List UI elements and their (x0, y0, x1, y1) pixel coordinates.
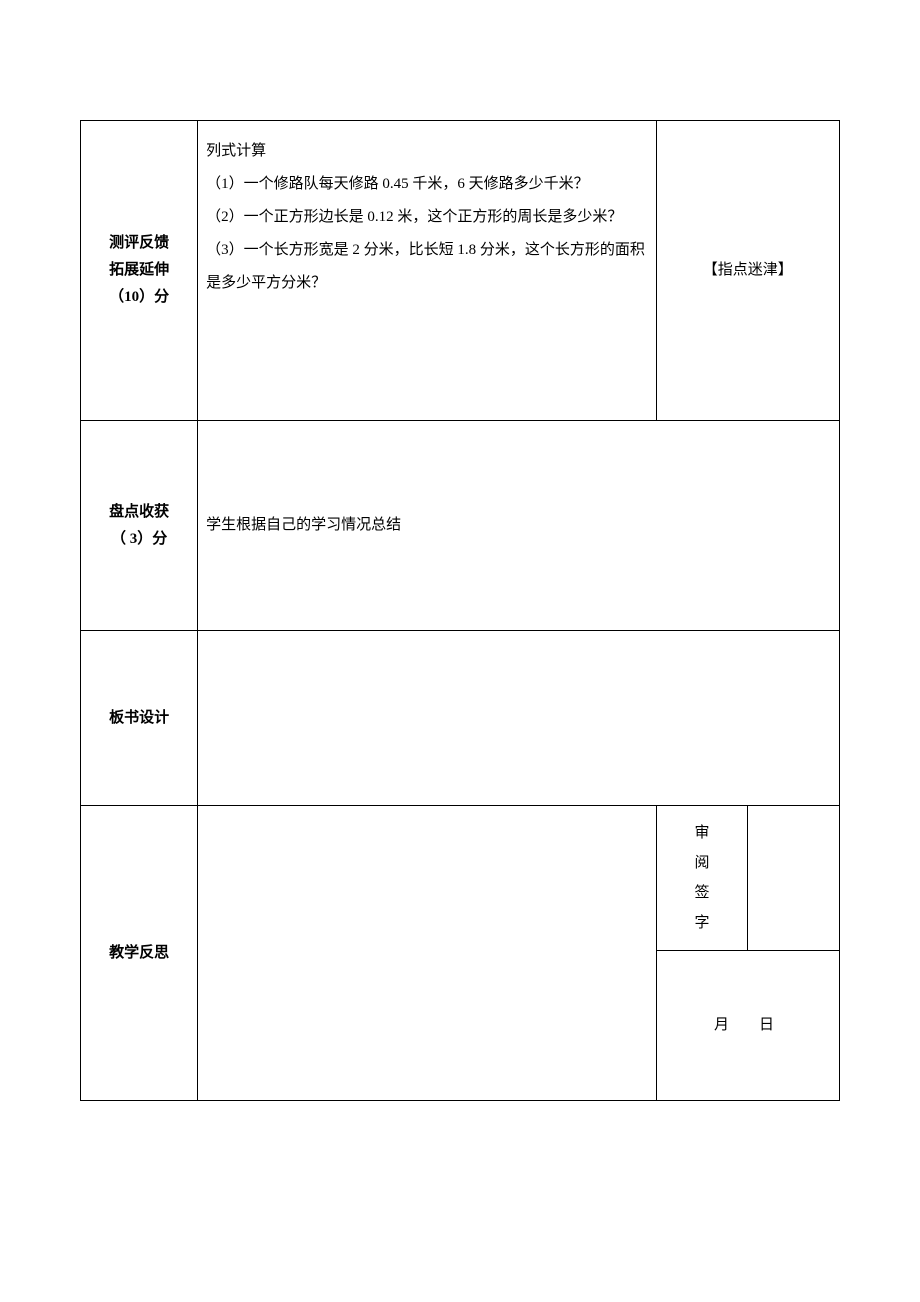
row-label-line: 盘点收获 (87, 499, 191, 526)
review-label-cell: 审 阅 签 字 (656, 806, 748, 951)
content-line: 学生根据自己的学习情况总结 (206, 509, 831, 542)
row-label-cell: 板书设计 (81, 631, 198, 806)
row-label-line: （ 3）分 (87, 526, 191, 553)
row-label-line: 拓展延伸 (87, 257, 191, 284)
table-row: 盘点收获 （ 3）分 学生根据自己的学习情况总结 (81, 421, 840, 631)
row-content-cell (198, 806, 656, 1101)
table-row: 教学反思 审 阅 签 字 (81, 806, 840, 951)
date-cell: 月 日 (656, 951, 839, 1101)
content-line: （2）一个正方形边长是 0.12 米，这个正方形的周长是多少米？ (206, 201, 647, 234)
row-label-cell: 盘点收获 （ 3）分 (81, 421, 198, 631)
row-label-line: （10）分 (87, 284, 191, 311)
row-label-line: 测评反馈 (87, 230, 191, 257)
review-char: 字 (663, 908, 742, 938)
content-line: 列式计算 (206, 135, 647, 168)
table-row: 测评反馈 拓展延伸 （10）分 列式计算 （1）一个修路队每天修路 0.45 千… (81, 121, 840, 421)
row-content-cell (198, 631, 840, 806)
row-label-cell: 测评反馈 拓展延伸 （10）分 (81, 121, 198, 421)
review-char: 审 (663, 818, 742, 848)
row-label-text: 教学反思 (109, 945, 169, 961)
note-text: 【指点迷津】 (703, 262, 793, 278)
row-content-cell: 列式计算 （1）一个修路队每天修路 0.45 千米，6 天修路多少千米？ （2）… (198, 121, 656, 421)
row-label-cell: 教学反思 (81, 806, 198, 1101)
lesson-plan-table: 测评反馈 拓展延伸 （10）分 列式计算 （1）一个修路队每天修路 0.45 千… (80, 120, 840, 1101)
row-note-cell: 【指点迷津】 (656, 121, 839, 421)
row-content-cell: 学生根据自己的学习情况总结 (198, 421, 840, 631)
row-label-text: 板书设计 (109, 710, 169, 726)
review-signature-cell (748, 806, 840, 951)
review-char: 签 (663, 878, 742, 908)
content-line: （1）一个修路队每天修路 0.45 千米，6 天修路多少千米？ (206, 168, 647, 201)
content-line: （3）一个长方形宽是 2 分米，比长短 1.8 分米，这个长方形的面积是多少平方… (206, 234, 647, 300)
table-row: 板书设计 (81, 631, 840, 806)
day-label: 日 (759, 1017, 782, 1033)
month-label: 月 (714, 1017, 737, 1033)
review-char: 阅 (663, 848, 742, 878)
